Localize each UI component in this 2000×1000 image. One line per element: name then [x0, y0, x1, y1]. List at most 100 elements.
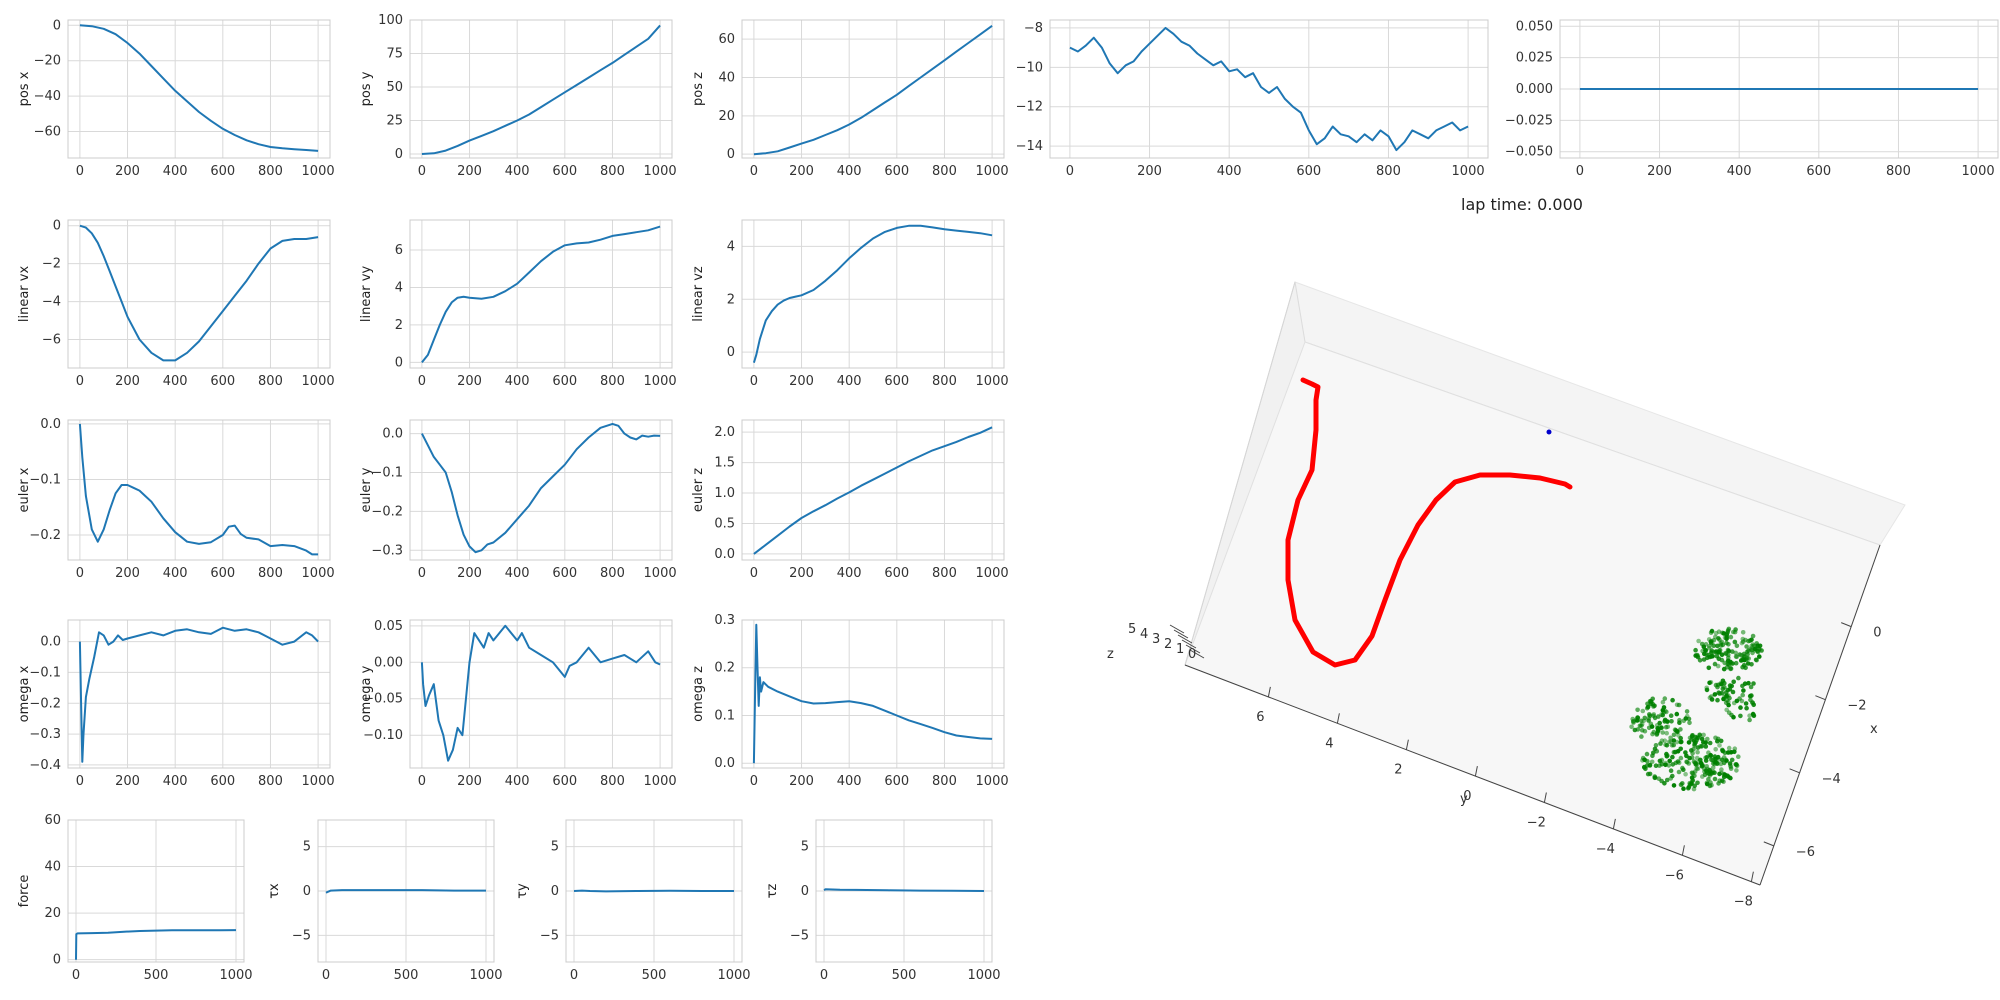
gate-point: [1695, 780, 1700, 786]
y-tick-label: 0: [303, 884, 311, 899]
x-tick-label: 200: [115, 164, 140, 179]
chart-tauz: 0 500 1000 5 0 −5 τz: [765, 819, 1001, 983]
series-line: [78, 423, 319, 556]
gate-point: [1700, 763, 1705, 768]
gate-point: [1709, 650, 1714, 655]
x-tick: [1763, 841, 1774, 847]
gate-point: [1709, 757, 1714, 763]
x-tick-label: 600: [210, 774, 235, 789]
gate-point: [1741, 688, 1746, 693]
gate-point: [1716, 636, 1721, 641]
y-tick-label: −0.4: [29, 758, 61, 773]
gate-point: [1686, 716, 1692, 722]
gate-point: [1653, 743, 1659, 748]
gate-point: [1640, 755, 1646, 761]
x-tick-label: 600: [884, 566, 909, 581]
gate-point: [1690, 777, 1696, 783]
gate-point: [1713, 735, 1718, 741]
x-tick-label: 800: [258, 774, 283, 789]
y-tick-label: 2: [1394, 763, 1402, 778]
gate-point: [1720, 678, 1726, 684]
y-tick-label: −6: [1665, 868, 1684, 883]
gate-point: [1730, 689, 1736, 695]
y-tick-label: −5: [540, 928, 559, 943]
x-tick-label: 0: [76, 566, 84, 581]
y-tick-label: 4: [395, 280, 403, 295]
gate-point: [1652, 774, 1657, 779]
gate-point: [1726, 745, 1732, 751]
y-tick: [1336, 713, 1340, 724]
x-tick-label: 400: [163, 374, 188, 389]
series-line: [325, 889, 486, 894]
x-tick-label: 1000: [469, 968, 502, 983]
x-tick-label: 400: [163, 774, 188, 789]
gate-point: [1751, 713, 1757, 718]
y-tick-label: 0.0: [382, 427, 403, 442]
x-tick-label: 800: [932, 164, 957, 179]
y-axis-label: τy: [515, 883, 530, 899]
gate-point: [1704, 780, 1710, 786]
gate-point: [1701, 740, 1706, 745]
x-tick-label: 600: [210, 164, 235, 179]
y-axis-label: euler y: [359, 467, 374, 512]
y-tick-label: −4: [1596, 842, 1615, 857]
gate-point: [1702, 651, 1707, 657]
y-tick-label: 60: [44, 813, 61, 828]
chart-linvx: 0 200 400 600 800 1000 0 −2 −4 −6 linear vx: [17, 219, 335, 389]
plot-frame: [317, 819, 495, 963]
x-tick-label: 500: [642, 968, 667, 983]
y-tick-label: 1.0: [714, 486, 735, 501]
gate-point: [1671, 732, 1677, 738]
y-tick-label: −20: [34, 54, 61, 69]
gate-point: [1655, 726, 1660, 731]
y-tick-label: −5: [790, 928, 809, 943]
gate-point: [1748, 697, 1753, 703]
z-tick: [1181, 639, 1197, 649]
y-tick-label: 0: [53, 953, 61, 968]
gate-point: [1661, 705, 1667, 710]
chart-posy: 0 200 400 600 800 1000 0 25 50 75 100 pos y: [359, 13, 677, 179]
gate-point: [1741, 651, 1747, 657]
x-tick-label: 200: [457, 374, 482, 389]
gate-point: [1662, 696, 1668, 701]
x-tick-label: 200: [457, 164, 482, 179]
series-line: [752, 224, 993, 363]
gate-point: [1678, 755, 1684, 761]
x-tick-label: 400: [163, 566, 188, 581]
x-tick-label: 200: [789, 774, 814, 789]
y-axis-label: pos y: [359, 71, 374, 106]
gate-point: [1707, 680, 1712, 686]
plot-frame: [409, 19, 673, 159]
gate-point: [1646, 718, 1651, 723]
x-tick-label: 800: [932, 374, 957, 389]
y-tick-label: 2: [727, 292, 735, 307]
gate-point: [1719, 639, 1725, 645]
gate-point: [1725, 687, 1731, 693]
series-line: [78, 626, 319, 763]
x-tick-label: −2: [1847, 699, 1866, 714]
gate-point: [1642, 765, 1647, 770]
gate-point: [1715, 663, 1721, 669]
gate-point: [1675, 749, 1681, 754]
gate-point: [1694, 761, 1700, 767]
gate-point: [1684, 753, 1689, 759]
x-tick-label: 400: [837, 164, 862, 179]
gate-point: [1635, 707, 1640, 713]
gate-point: [1712, 754, 1718, 759]
plot-frame: [67, 219, 331, 369]
gate-point: [1745, 661, 1751, 666]
x-tick-label: 800: [258, 566, 283, 581]
z-tick-label: 5: [1128, 622, 1136, 637]
x-tick-label: 800: [600, 164, 625, 179]
x-tick-label: 400: [1727, 164, 1752, 179]
z-tick-label: 4: [1140, 627, 1148, 642]
gate-point: [1700, 774, 1705, 779]
gate-point: [1689, 737, 1694, 742]
y-axis-label: linear vx: [17, 266, 32, 323]
y-axis-label: euler x: [17, 467, 32, 512]
gate-point: [1654, 732, 1660, 737]
gate-point: [1657, 720, 1662, 726]
gate-point: [1719, 657, 1725, 663]
